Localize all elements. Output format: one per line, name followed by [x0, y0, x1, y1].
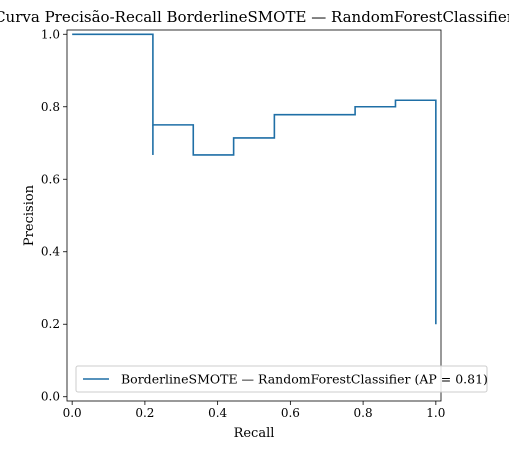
legend-box [75, 365, 488, 393]
chart-title: Curva Precisão-Recall BorderlineSMOTE — … [0, 8, 509, 26]
series-layer [72, 33, 437, 325]
legend-entry-label: BorderlineSMOTE — RandomForestClassifier… [121, 372, 488, 387]
x-axis-label: Recall [234, 426, 275, 441]
x-tick-label: 0.6 [281, 406, 300, 420]
plot-area-frame [66, 29, 442, 402]
y-tick-label: 0.6 [41, 172, 60, 186]
y-tick-label: 0.2 [41, 317, 60, 331]
ticks-layer: 0.0 0.2 0.4 0.6 0.8 1.0 0.0 0.2 0.4 0.6 0.8 1.0 [41, 27, 445, 420]
y-axis-label: Precision [22, 184, 37, 246]
y-tick-label: 1.0 [41, 27, 60, 41]
x-tick-label: 0.2 [135, 406, 154, 420]
x-tick-label: 0.4 [208, 406, 227, 420]
x-tick-label: 0.8 [354, 406, 373, 420]
legend: BorderlineSMOTE — RandomForestClassifier… [75, 365, 488, 393]
y-tick-label: 0.0 [41, 390, 60, 404]
x-tick-label: 0.0 [63, 406, 82, 420]
y-tick-label: 0.8 [41, 100, 60, 114]
y-tick-label: 0.4 [41, 245, 60, 259]
series-line-0 [72, 33, 437, 325]
x-tick-label: 1.0 [426, 406, 445, 420]
